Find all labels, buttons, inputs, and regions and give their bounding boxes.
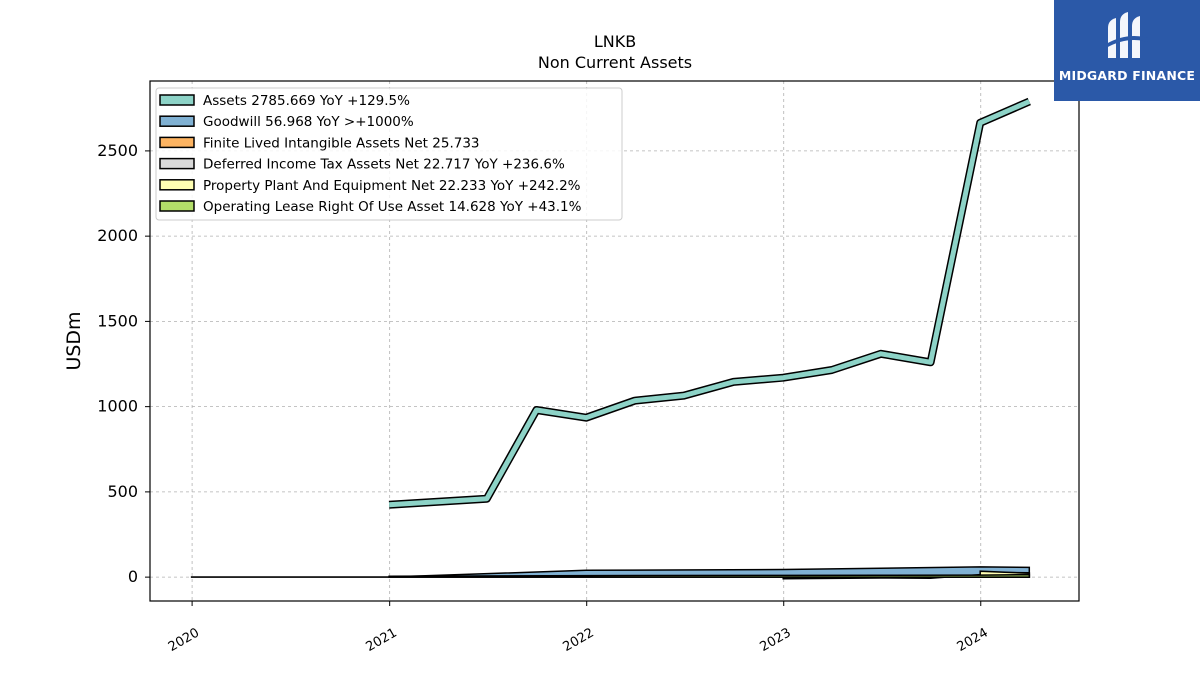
legend-box [155,87,623,221]
y-tick-label: 1000 [97,397,138,416]
legend-entry-property-plant-and-equipment-net: Property Plant And Equipment Net 22.233 … [203,178,581,194]
legend-swatch-goodwill [159,115,195,127]
legend-entry-assets: Assets 2785.669 YoY +129.5% [203,93,410,109]
chart-subtitle: Non Current Assets [538,53,692,72]
y-tick-label: 500 [107,482,138,501]
legend-swatch-operating-lease-right-of-use-asset [159,200,195,212]
legend-entry-deferred-income-tax-assets-net: Deferred Income Tax Assets Net 22.717 Yo… [203,157,565,173]
plot-frame [149,80,1080,602]
y-tick-label: 2500 [97,141,138,160]
x-tick-label: 2021 [364,625,400,655]
brand-name: MIDGARD FINANCE [1058,68,1196,83]
legend-entry-finite-lived-intangible-assets-net: Finite Lived Intangible Assets Net 25.73… [203,135,480,151]
operating-lease-right-of-use-asset-series-area [388,573,1031,578]
legend-swatch-finite-lived-intangible-assets-net [159,136,195,149]
y-tick-label: 1500 [97,311,138,330]
x-tick-label: 2020 [166,625,202,655]
legend-swatch-assets [159,94,195,106]
y-tick-label: 0 [128,567,138,586]
chart-title: LNKB [594,32,636,51]
legend-entry-goodwill: Goodwill 56.968 YoY >+1000% [203,114,414,130]
x-tick-label: 2022 [561,625,597,655]
legend: Assets 2785.669 YoY +129.5% Goodwill 56.9… [155,87,623,221]
legend-swatch-property-plant-and-equipment-net [159,179,195,191]
plot-series [190,97,1031,580]
midgard-logo-icon [1106,12,1148,58]
x-tick-label: 2024 [955,625,991,655]
y-axis-label: USDm [63,311,85,370]
brand-logo: MIDGARD FINANCE [1054,0,1200,101]
legend-entry-operating-lease-right-of-use-asset: Operating Lease Right Of Use Asset 14.62… [203,199,582,215]
y-tick-label: 2000 [97,226,138,245]
legend-swatch-deferred-income-tax-assets-net [159,157,195,170]
x-tick-label: 2023 [758,625,794,655]
assets-series-line [388,99,1031,508]
